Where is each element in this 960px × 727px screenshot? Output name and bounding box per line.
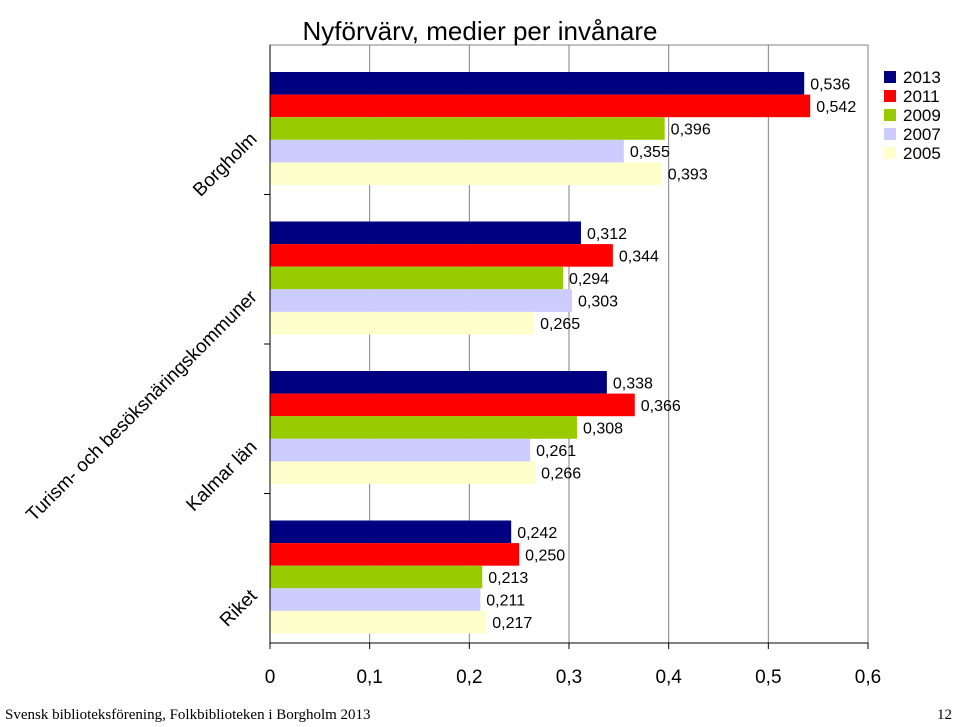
data-label: 0,213 [488, 570, 528, 587]
bar [270, 289, 572, 312]
bar [270, 371, 607, 394]
category-label: Kalmar län [182, 437, 261, 516]
data-label: 0,217 [492, 615, 532, 632]
data-label: 0,393 [668, 167, 708, 184]
data-label: 0,308 [583, 421, 623, 438]
x-tick-label: 0,6 [855, 667, 881, 688]
data-label: 0,338 [613, 375, 653, 392]
x-tick-label: 0,2 [456, 667, 482, 688]
x-tick-label: 0 [265, 667, 276, 688]
data-label: 0,242 [517, 525, 557, 542]
footer: Svensk biblioteksförening, Folkbibliotek… [0, 703, 960, 727]
legend-label: 2009 [903, 106, 941, 125]
legend-swatch [884, 128, 896, 140]
bar [270, 565, 483, 589]
bar [270, 588, 481, 611]
data-label: 0,250 [525, 547, 565, 564]
x-tick-label: 0,3 [556, 667, 582, 688]
x-axis: 0 0,1 0,2 0,3 0,4 0,5 0,6 [264, 45, 881, 688]
legend-label: 2007 [903, 125, 941, 144]
legend-label: 2013 [903, 68, 941, 87]
data-label: 0,303 [578, 294, 618, 311]
data-label: 0,396 [671, 122, 711, 139]
data-label: 0,542 [816, 99, 856, 116]
category-label: Turism- och besöksnäringskommuner [22, 286, 262, 526]
data-label: 0,344 [619, 248, 659, 265]
bar [270, 266, 564, 290]
data-label: 0,265 [540, 316, 580, 333]
bar-group [270, 72, 811, 634]
data-label: 0,294 [569, 271, 609, 288]
page-number: 12 [937, 707, 952, 723]
legend-label: 2011 [903, 87, 940, 106]
x-tick-label: 0,1 [356, 667, 382, 688]
chart-title: Nyförvärv, medier per invånare [303, 16, 658, 46]
bar [270, 610, 487, 634]
legend-swatch [884, 109, 896, 121]
data-label: 0,536 [810, 76, 850, 93]
bar [270, 311, 535, 335]
category-label: Riket [216, 585, 262, 631]
x-tick-label: 0,4 [655, 667, 682, 688]
legend-label: 2005 [903, 144, 941, 163]
bar [270, 162, 662, 185]
data-label: 0,355 [630, 144, 670, 161]
data-label: 0,366 [641, 398, 681, 415]
bar [270, 117, 665, 140]
bar [270, 461, 536, 484]
bar [270, 393, 635, 417]
x-tick-label: 0,5 [755, 667, 781, 688]
bar [270, 139, 624, 163]
data-label: 0,261 [536, 443, 576, 460]
bar [270, 244, 613, 267]
legend-swatch [884, 90, 896, 102]
legend-swatch [884, 147, 896, 159]
category-labels: Borgholm Turism- och besöksnäringskommune… [22, 129, 262, 631]
bar [270, 543, 520, 566]
bar [270, 520, 512, 544]
data-label: 0,312 [587, 226, 627, 243]
footer-source: Svensk biblioteksförening, Folkbibliotek… [5, 707, 371, 723]
data-label: 0,266 [541, 466, 581, 483]
bar [270, 416, 577, 439]
bar [270, 221, 581, 245]
bar [270, 438, 531, 462]
data-label: 0,211 [486, 593, 525, 610]
legend-swatch [884, 71, 896, 83]
category-label: Borgholm [189, 129, 261, 201]
bar [270, 72, 805, 95]
bar [270, 94, 811, 118]
